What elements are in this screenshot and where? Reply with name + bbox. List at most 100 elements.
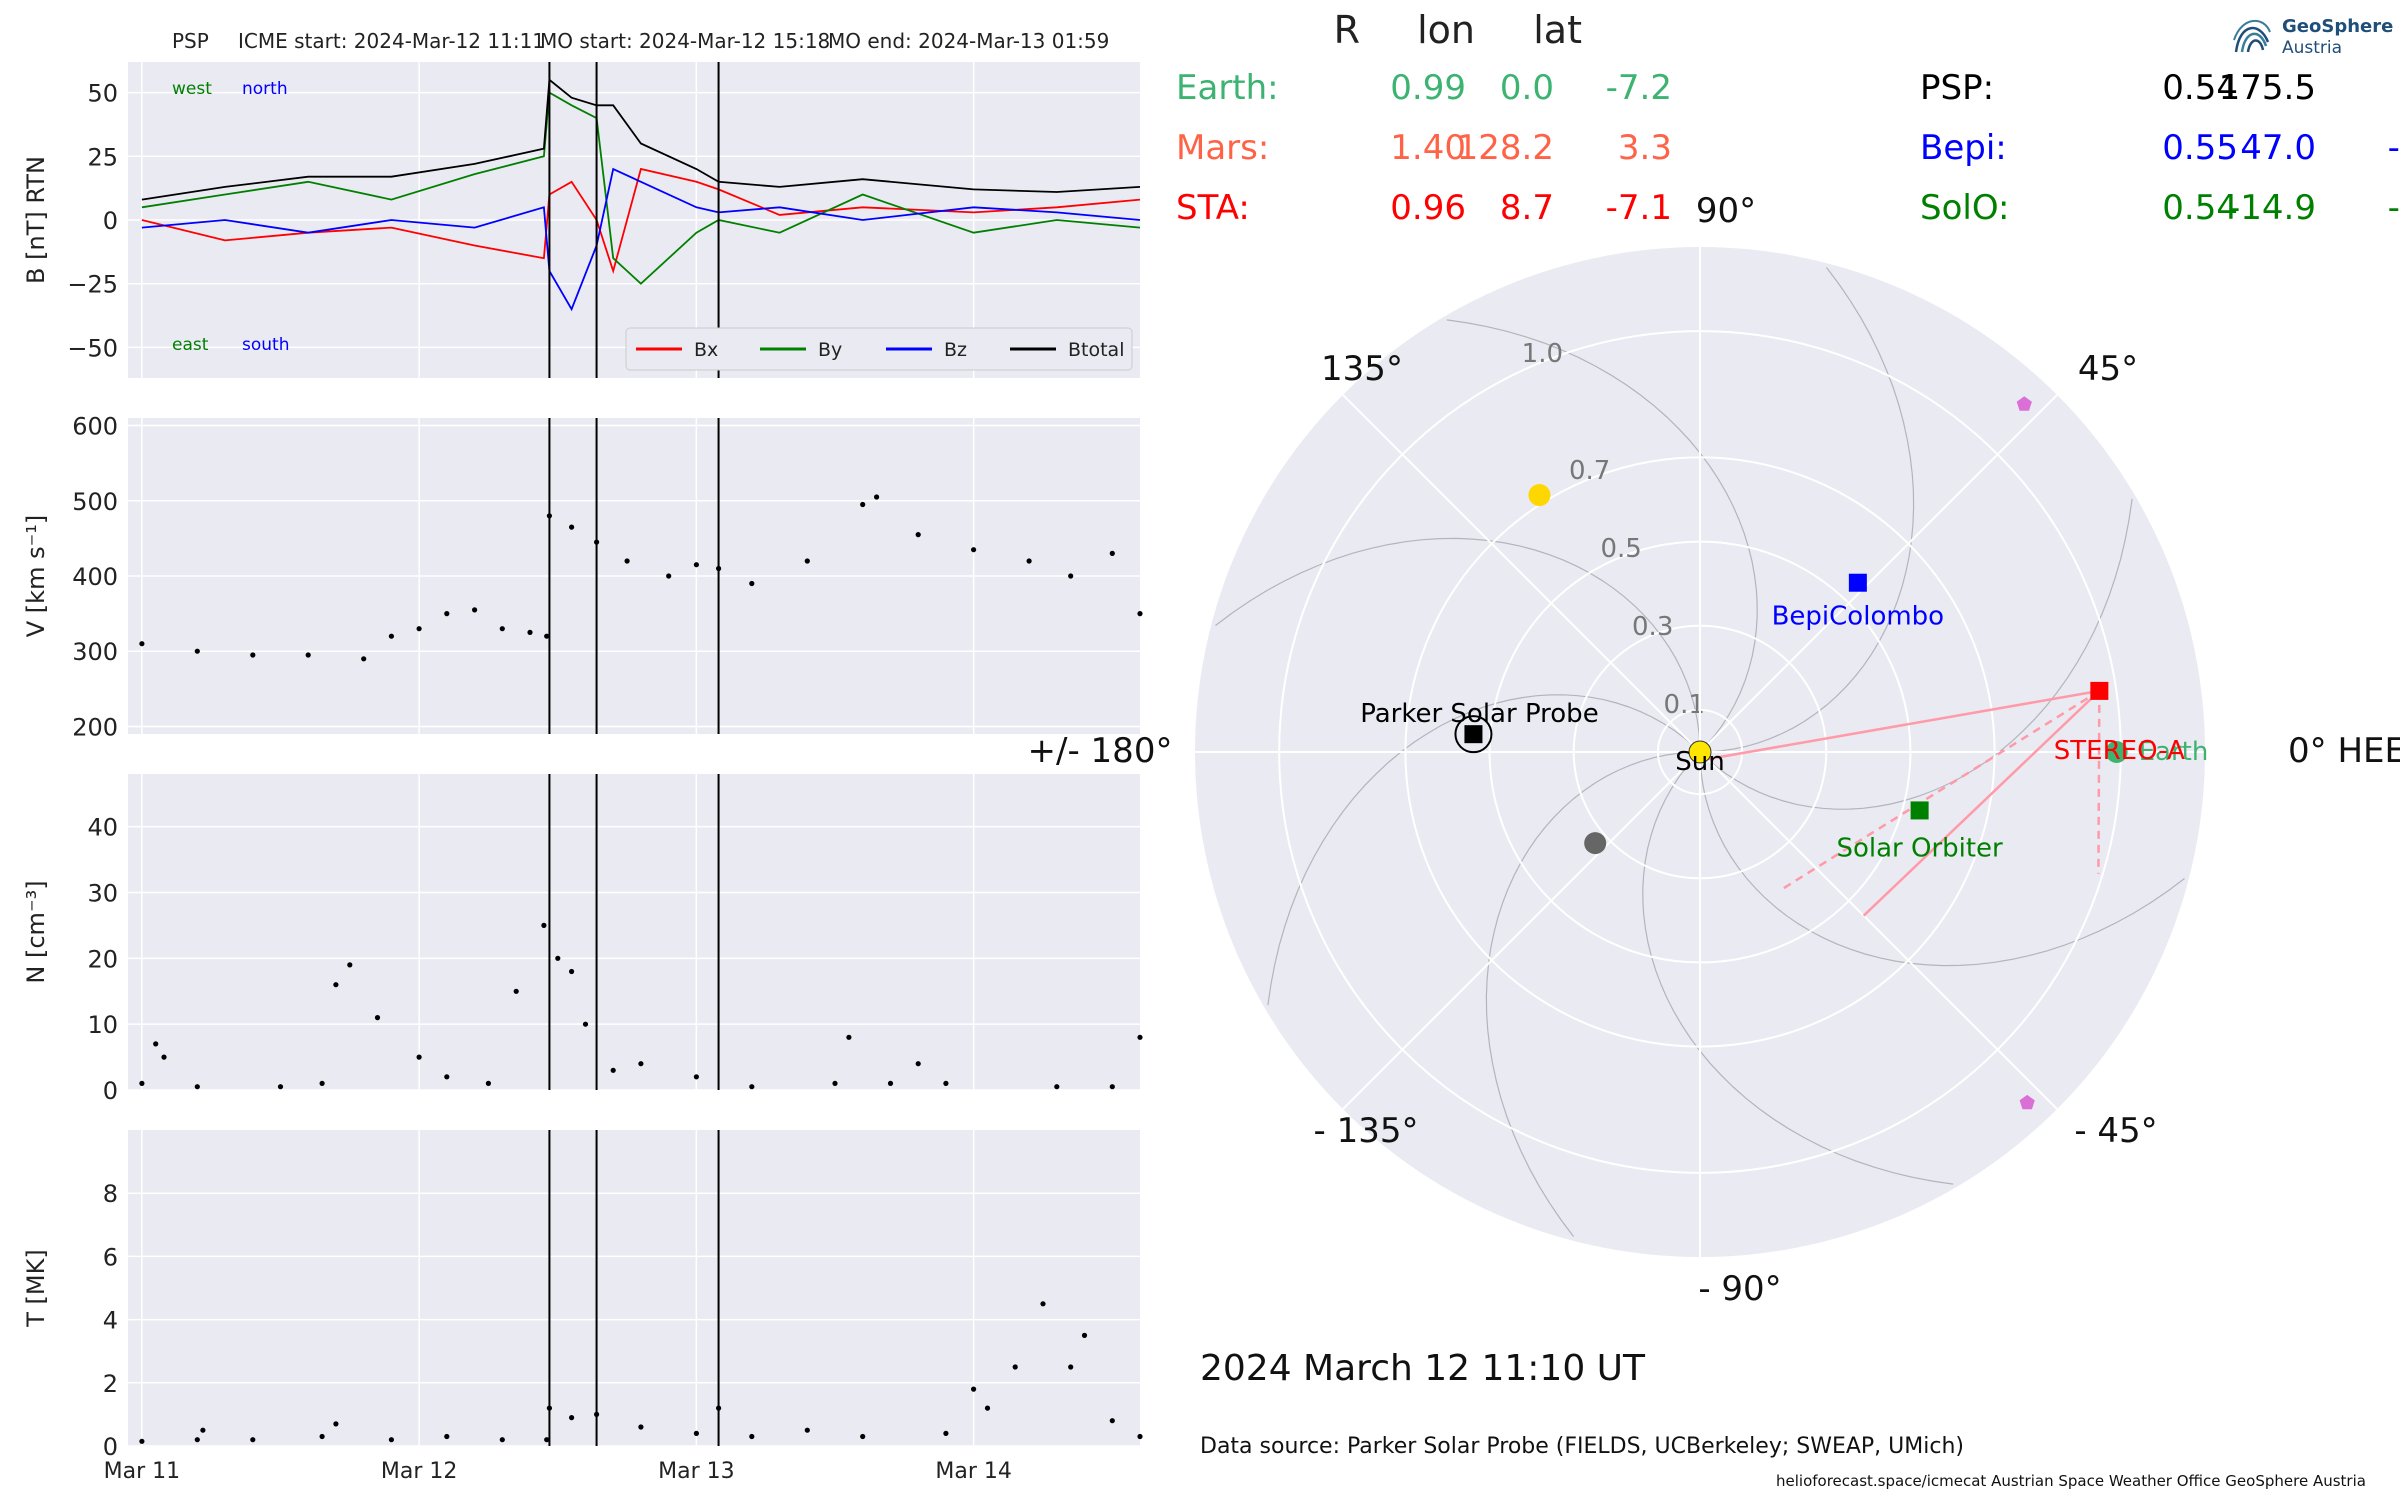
- y-tick-label: 0: [103, 1077, 118, 1105]
- data-point: [388, 633, 394, 639]
- legend: Bx By Bz Btotal: [625, 327, 1133, 371]
- data-point: [749, 1084, 755, 1090]
- angle-label: - 90°: [1698, 1269, 1781, 1309]
- y-tick-label: −50: [67, 334, 118, 362]
- object-label-earth: Earth: [2139, 737, 2209, 767]
- data-point: [693, 1430, 700, 1436]
- position-row-lat: 3.3: [1617, 128, 1672, 168]
- position-row-lon: 0.0: [1499, 68, 1554, 108]
- y-tick-label: 50: [87, 80, 118, 108]
- cme-apex-marker: [2016, 396, 2032, 411]
- radial-tick-label: 1.0: [1522, 339, 1563, 369]
- data-point: [499, 626, 505, 632]
- data-point: [277, 1084, 284, 1090]
- series-line-btotal: [141, 78, 1141, 201]
- angle-label: 135°: [1321, 349, 1403, 389]
- geosphere-logo-icon: [2233, 19, 2271, 53]
- x-tick-label: Mar 13: [658, 1459, 735, 1484]
- data-point: [319, 1433, 325, 1440]
- data-point: [749, 1433, 755, 1440]
- data-point: [1137, 1034, 1143, 1040]
- angle-label: 0° HEEQ: [2288, 731, 2400, 771]
- data-point: [943, 1080, 949, 1086]
- label-north: north: [242, 79, 288, 99]
- data-point: [1109, 1418, 1115, 1424]
- label-east: east: [172, 335, 209, 355]
- data-point: [444, 611, 450, 617]
- header-icme-start: ICME start: 2024-Mar-12 11:11: [238, 29, 545, 53]
- data-point: [887, 1080, 894, 1086]
- position-row-r: 1.40: [1390, 128, 1466, 168]
- position-row-name: SolO:: [1920, 188, 2010, 228]
- spiral-field-line: [1267, 694, 1695, 1006]
- speed-panel: 200 300 400 500 600 V [km s⁻¹]: [22, 413, 1143, 741]
- position-row-lat: -7.2: [1605, 68, 1672, 108]
- col-header-r: R: [1333, 8, 1360, 52]
- data-point: [555, 955, 561, 961]
- angular-gridline: [1699, 394, 2058, 753]
- series-line-bx: [141, 167, 1141, 275]
- data-point: [984, 1405, 991, 1411]
- data-point: [804, 558, 810, 564]
- x-tick-label: Mar 11: [104, 1459, 181, 1484]
- data-point: [582, 1021, 589, 1027]
- radial-tick-label: 0.1: [1664, 690, 1705, 720]
- spiral-field-line: [1485, 751, 1692, 1237]
- position-row-lon: 175.5: [2218, 68, 2316, 108]
- angular-gridline: [1699, 751, 2058, 1110]
- label-west: west: [172, 79, 212, 99]
- position-row-name: PSP:: [1920, 68, 1995, 108]
- position-row-lon: 128.2: [1456, 128, 1554, 168]
- angular-gridline: [1342, 394, 1701, 753]
- data-point: [416, 626, 422, 632]
- data-point: [305, 652, 311, 658]
- data-point: [1012, 1364, 1018, 1370]
- data-point: [749, 580, 755, 587]
- object-label-parker-solar-probe: Parker Solar Probe: [1360, 699, 1598, 729]
- b-field-panel: −50 −25 0 25 50 B [nT] RTN Bx By Bz Btotal: [22, 62, 1141, 378]
- cme-track-line: [1779, 689, 2101, 892]
- data-point: [527, 629, 533, 636]
- angular-gridline: [1342, 751, 1701, 1110]
- data-point: [194, 1084, 200, 1090]
- data-point: [693, 562, 700, 568]
- position-row-name: STA:: [1176, 188, 1250, 228]
- data-point: [943, 1430, 949, 1436]
- data-point: [333, 982, 339, 988]
- data-point: [1026, 558, 1032, 564]
- position-row-name: Earth:: [1176, 68, 1279, 108]
- spiral-field-line: [1708, 267, 1915, 753]
- data-point: [1081, 1332, 1088, 1338]
- marker-parker-solar-probe: [1464, 725, 1483, 744]
- y-tick-label: 10: [87, 1011, 118, 1039]
- marker-sun: [1688, 740, 1712, 764]
- data-point: [200, 1427, 206, 1433]
- position-row-r: 0.54: [2162, 68, 2238, 108]
- geosphere-logo: GeoSphere Austria: [2230, 12, 2393, 62]
- logo-text-line2: Austria: [2282, 38, 2343, 58]
- y-tick-label: 0: [103, 1433, 118, 1461]
- legend-box: [625, 327, 1133, 371]
- data-point: [513, 988, 519, 994]
- y-tick-label: 4: [103, 1307, 118, 1335]
- data-point: [1109, 550, 1115, 557]
- angle-label: 45°: [2078, 349, 2138, 389]
- position-row-name: Bepi:: [1920, 128, 2007, 168]
- position-row-name: Mars:: [1176, 128, 1270, 168]
- angle-label: - 45°: [2074, 1111, 2157, 1151]
- data-point: [544, 1437, 550, 1443]
- data-point: [832, 1080, 838, 1086]
- header-instrument: PSP: [172, 29, 209, 53]
- position-row-r: 0.96: [1390, 188, 1466, 228]
- data-point: [915, 532, 921, 538]
- data-point: [1109, 1084, 1115, 1090]
- data-point: [915, 1061, 921, 1067]
- data-point: [139, 1438, 145, 1444]
- data-point: [194, 1437, 200, 1443]
- position-row-lat: 3.9: [2344, 68, 2400, 108]
- data-point: [161, 1054, 167, 1060]
- data-point: [333, 1421, 339, 1427]
- footer-credits: helioforecast.space/icmecat Austrian Spa…: [1776, 1472, 2366, 1490]
- radial-tick-label: 0.5: [1600, 534, 1641, 564]
